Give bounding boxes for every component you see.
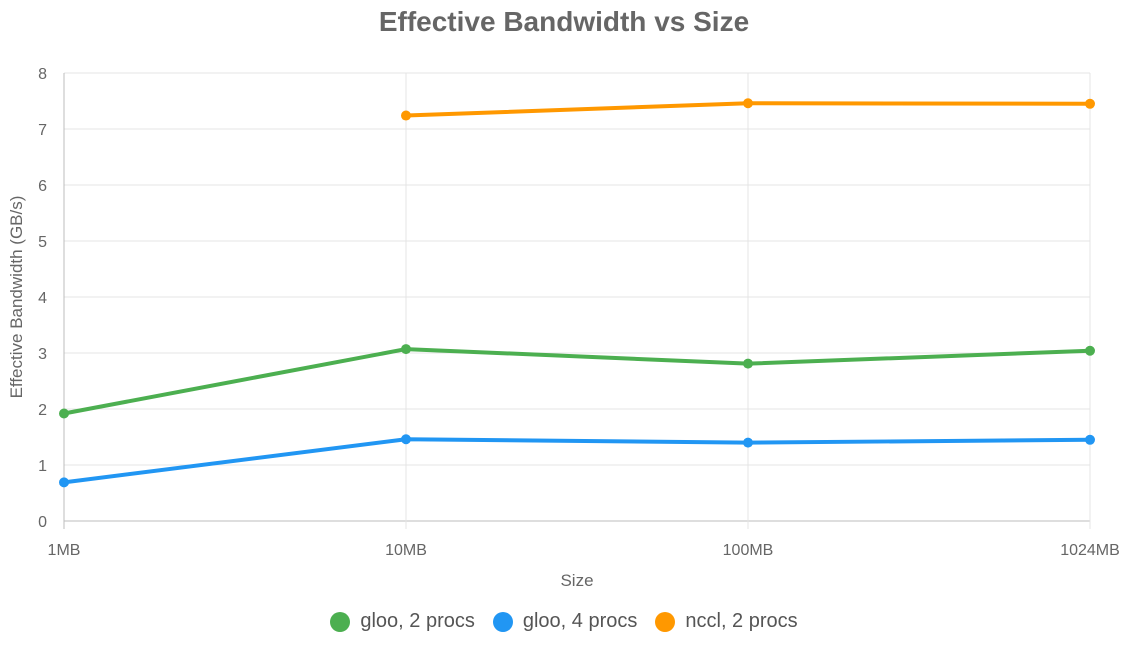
- legend: gloo, 2 procs gloo, 4 procs nccl, 2 procs: [0, 610, 1128, 633]
- axes: 0 1 2 3 4 5 6 7 8 1MB 10MB 100MB 1024MB: [38, 66, 1120, 559]
- x-tick-label: 10MB: [385, 542, 427, 559]
- legend-swatch: [655, 611, 676, 632]
- y-tick-label: 3: [38, 346, 47, 363]
- y-tick-label: 7: [38, 122, 47, 139]
- legend-label: nccl, 2 procs: [685, 610, 798, 632]
- legend-swatch: [330, 611, 351, 632]
- series-line-1: [62, 437, 1092, 485]
- y-tick-label: 1: [38, 458, 47, 475]
- data-point[interactable]: [401, 434, 411, 445]
- x-tick-label: 1MB: [48, 542, 81, 559]
- data-point[interactable]: [401, 110, 411, 121]
- y-tick-label: 6: [38, 178, 47, 195]
- data-point[interactable]: [1085, 98, 1095, 109]
- legend-item[interactable]: nccl, 2 procs: [655, 610, 798, 633]
- data-point[interactable]: [401, 344, 411, 355]
- y-axis-label: Effective Bandwidth (GB/s): [7, 196, 26, 399]
- legend-item[interactable]: gloo, 4 procs: [492, 610, 638, 633]
- legend-label: gloo, 2 procs: [360, 610, 475, 632]
- series-lines: [62, 101, 1092, 485]
- y-tick-label: 0: [38, 514, 47, 531]
- y-tick-label: 5: [38, 234, 47, 251]
- data-point[interactable]: [1085, 345, 1095, 356]
- chart-title: Effective Bandwidth vs Size: [378, 6, 750, 37]
- data-point[interactable]: [59, 477, 69, 488]
- x-axis-label: Size: [560, 571, 593, 590]
- data-points: [59, 98, 1095, 488]
- y-tick-label: 4: [38, 290, 47, 307]
- legend-item[interactable]: gloo, 2 procs: [330, 610, 475, 633]
- data-point[interactable]: [743, 437, 753, 448]
- series-line-0: [62, 347, 1092, 416]
- data-point[interactable]: [743, 98, 753, 109]
- y-tick-label: 8: [38, 66, 47, 83]
- legend-swatch: [492, 611, 513, 632]
- x-tick-label: 100MB: [723, 542, 774, 559]
- data-point[interactable]: [743, 358, 753, 369]
- x-tick-label: 1024MB: [1060, 542, 1120, 559]
- data-point[interactable]: [59, 408, 69, 419]
- grid-lines: [63, 72, 1091, 529]
- y-tick-label: 2: [38, 402, 47, 419]
- data-point[interactable]: [1085, 434, 1095, 445]
- legend-label: gloo, 4 procs: [522, 610, 638, 632]
